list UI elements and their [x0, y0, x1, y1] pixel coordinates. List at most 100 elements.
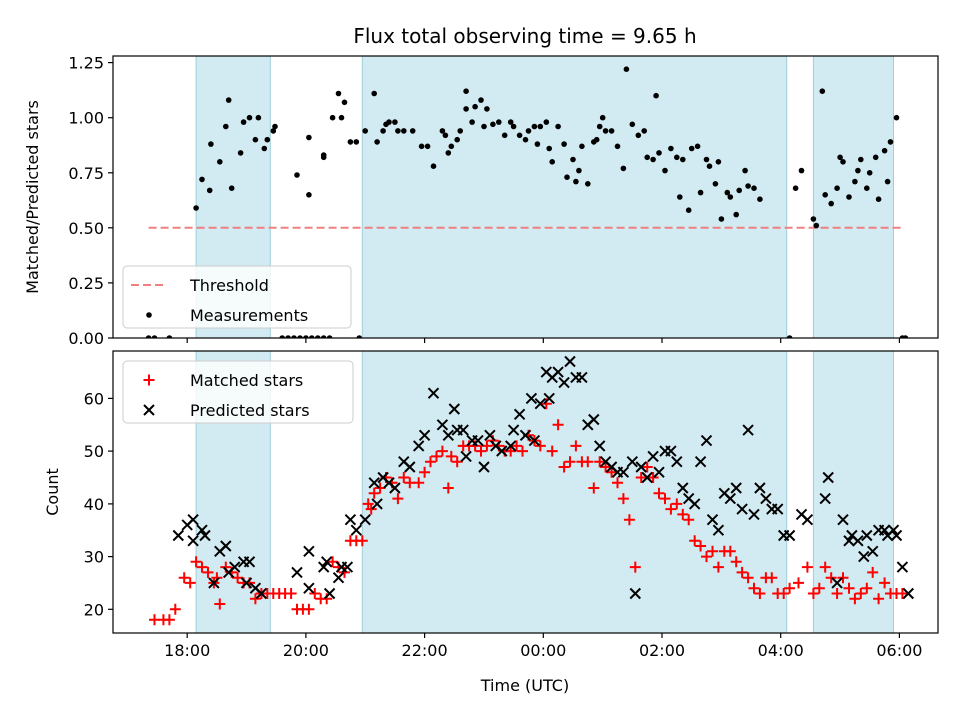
data-point: [558, 376, 570, 389]
data-point: [297, 335, 303, 338]
data-point: [793, 577, 804, 589]
data-point: [694, 455, 707, 468]
data-point: [225, 97, 232, 103]
observing-interval-shade: [361, 351, 788, 633]
data-point: [353, 139, 360, 145]
data-point: [614, 143, 621, 150]
data-point: [596, 123, 603, 130]
data-point: [712, 524, 725, 536]
data-point: [688, 145, 695, 152]
x-axis-label: Time (UTC): [480, 676, 569, 695]
data-point: [837, 154, 843, 161]
data-point: [846, 194, 852, 200]
data-point: [558, 461, 570, 473]
data-point: [736, 187, 742, 194]
data-point: [303, 335, 309, 338]
x-tick-label: 06:00: [876, 641, 922, 660]
data-point: [196, 524, 208, 536]
data-point: [866, 170, 873, 176]
data-point: [320, 152, 327, 158]
data-point: [255, 587, 268, 600]
x-tick-label: 22:00: [402, 641, 448, 660]
legend-label: Threshold: [189, 276, 269, 295]
data-point: [896, 561, 909, 573]
data-point: [303, 603, 315, 615]
data-point: [867, 566, 879, 578]
data-point: [389, 482, 401, 494]
data-point: [635, 472, 647, 483]
data-point: [552, 366, 564, 378]
data-point: [736, 503, 748, 515]
data-point: [484, 429, 496, 442]
data-point: [783, 529, 796, 542]
plot-area: [145, 56, 909, 338]
data-point: [172, 529, 185, 542]
data-point: [246, 114, 253, 121]
data-point: [457, 424, 469, 436]
data-point: [858, 550, 870, 563]
data-point: [291, 566, 303, 579]
data-point: [855, 167, 861, 174]
legend-label: Matched stars: [190, 371, 303, 390]
data-point: [864, 185, 870, 191]
data-point: [671, 498, 683, 510]
data-point: [501, 132, 508, 139]
data-point: [896, 588, 908, 599]
data-point: [588, 413, 600, 426]
plot-frame: [112, 350, 939, 634]
data-point: [677, 508, 689, 520]
data-point: [902, 335, 909, 338]
data-point: [626, 455, 639, 468]
data-point: [214, 598, 226, 610]
data-point: [187, 535, 199, 547]
data-point: [525, 392, 538, 405]
data-point: [546, 145, 552, 152]
data-point: [617, 493, 629, 505]
series-predicted-stars: [172, 355, 915, 600]
data-point: [519, 429, 532, 442]
data-point: [653, 487, 665, 499]
data-point: [742, 167, 748, 174]
data-point: [620, 165, 627, 172]
data-point: [445, 150, 452, 156]
data-point: [594, 456, 606, 468]
data-point: [599, 114, 606, 121]
top-panel-ratio: 0.00 0.25 0.50 0.75 1.00 1.25 Matched/Predicte…: [23, 54, 939, 348]
data-point: [184, 577, 196, 589]
data-point: [223, 123, 229, 130]
legend-label: Predicted stars: [190, 401, 310, 420]
data-point: [784, 582, 796, 594]
data-point: [285, 335, 291, 338]
data-point: [828, 200, 834, 207]
data-point: [585, 181, 591, 187]
data-point: [448, 403, 461, 415]
y-tick-label: 20: [84, 600, 104, 619]
data-point: [439, 128, 446, 134]
data-point: [220, 540, 232, 552]
data-point: [199, 529, 211, 542]
data-point: [472, 103, 478, 110]
data-point: [887, 139, 894, 145]
data-point: [641, 461, 653, 473]
x-tick-label: 20:00: [283, 641, 329, 660]
data-point: [145, 335, 152, 338]
y-tick-label: 60: [84, 389, 104, 408]
data-point: [178, 572, 190, 584]
data-point: [866, 545, 879, 558]
data-point: [757, 196, 763, 202]
data-point: [463, 106, 469, 112]
data-point: [478, 461, 490, 473]
data-point: [822, 471, 834, 484]
data-point: [600, 461, 612, 473]
data-point: [902, 587, 915, 600]
data-point: [674, 154, 680, 161]
data-point: [240, 119, 247, 125]
data-point: [665, 503, 677, 515]
data-point: [392, 119, 398, 125]
data-point: [187, 513, 199, 526]
data-point: [724, 545, 736, 557]
data-point: [193, 205, 199, 211]
data-point: [481, 123, 487, 130]
data-point: [398, 472, 410, 483]
